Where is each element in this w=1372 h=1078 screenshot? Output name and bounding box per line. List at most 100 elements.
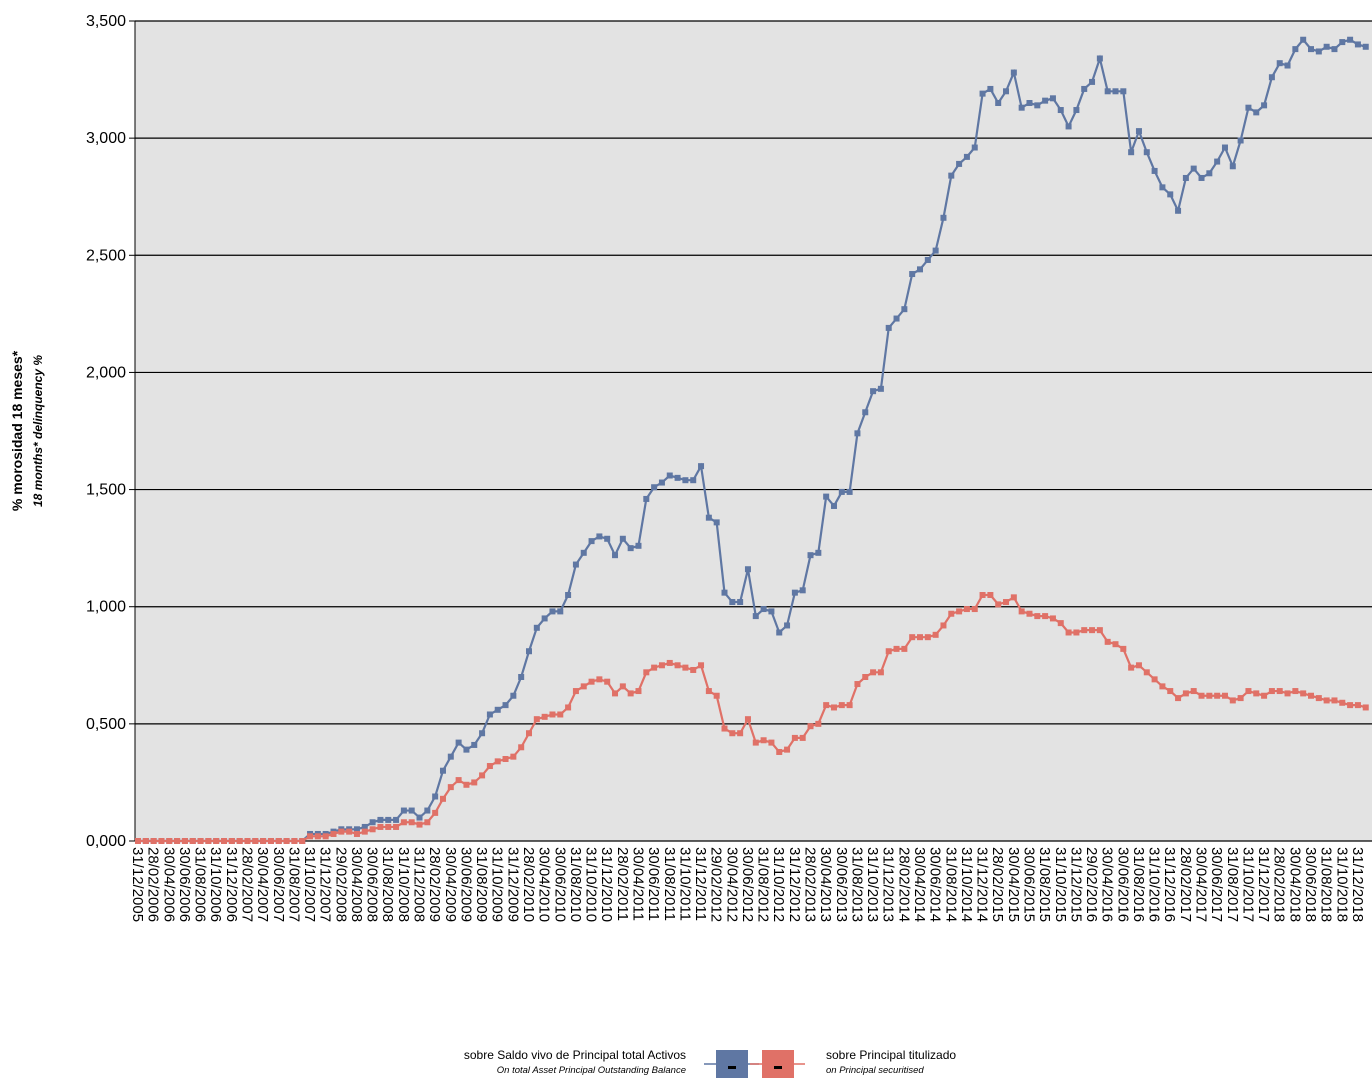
data-point (909, 634, 916, 641)
x-tick-label: 30/04/2014 (911, 847, 928, 922)
data-point (1049, 615, 1056, 622)
x-tick-label: 31/12/2012 (786, 847, 803, 922)
legend-label: sobre Saldo vivo de Principal total Acti… (464, 1048, 686, 1062)
data-point (940, 622, 947, 629)
x-tick-label: 30/06/2016 (1114, 847, 1131, 922)
data-point (932, 631, 939, 638)
x-tick-label: 31/08/2012 (755, 847, 772, 922)
data-point (799, 734, 806, 741)
x-tick-label: 28/02/2017 (1177, 847, 1194, 922)
data-point (275, 838, 282, 844)
data-point (729, 599, 736, 606)
data-point (408, 807, 415, 814)
data-point (252, 838, 259, 844)
x-tick-label: 31/12/2005 (129, 847, 146, 922)
x-tick-label: 31/10/2012 (770, 847, 787, 922)
data-point (1073, 629, 1080, 636)
data-point (135, 838, 141, 844)
data-point (705, 514, 712, 521)
data-point (189, 838, 196, 844)
x-tick-label: 30/04/2007 (254, 847, 271, 922)
data-point (838, 702, 845, 709)
data-point (1198, 692, 1205, 699)
data-point (1347, 36, 1354, 43)
x-tick-label: 28/02/2011 (614, 847, 631, 921)
data-point (1120, 88, 1127, 95)
data-point (244, 838, 251, 844)
data-point (807, 723, 814, 730)
data-point (1237, 137, 1244, 144)
data-point (619, 535, 626, 542)
data-point (917, 266, 923, 273)
data-point (1026, 100, 1033, 106)
data-point (877, 669, 884, 676)
data-point (1034, 102, 1041, 109)
data-point (1300, 36, 1307, 43)
data-point (369, 826, 376, 833)
data-point (385, 816, 392, 823)
data-point (737, 599, 744, 606)
data-point (1151, 167, 1158, 174)
data-point (1120, 645, 1127, 652)
data-point (361, 823, 368, 830)
data-point (463, 781, 470, 788)
data-point (1268, 74, 1275, 81)
data-point (400, 819, 407, 826)
data-point (1081, 627, 1088, 634)
data-point (236, 838, 243, 844)
x-tick-label: 31/10/2006 (207, 847, 224, 922)
data-point (1057, 620, 1064, 627)
data-point (393, 816, 400, 823)
data-point (307, 833, 314, 840)
data-point (776, 748, 783, 755)
y-tick-label: 2,000 (86, 364, 126, 381)
data-point (658, 662, 665, 669)
x-tick-label: 30/04/2009 (442, 847, 459, 922)
data-point (1104, 88, 1111, 95)
x-tick-label: 31/10/2016 (1146, 847, 1163, 922)
data-point (158, 838, 165, 844)
data-point (541, 615, 548, 622)
data-point (1308, 46, 1314, 53)
x-tick-label: 31/08/2016 (1130, 847, 1147, 922)
data-point (1167, 191, 1174, 198)
data-point (1276, 688, 1283, 695)
x-tick-label: 31/08/2018 (1318, 847, 1335, 922)
data-point (580, 549, 587, 556)
data-point (674, 662, 681, 669)
data-point (541, 713, 548, 720)
data-point (377, 823, 384, 830)
x-tick-label: 31/10/2011 (676, 847, 693, 921)
data-point (885, 648, 892, 655)
data-point (901, 306, 908, 313)
data-point (393, 823, 400, 830)
data-point (815, 720, 822, 727)
data-point (721, 589, 728, 596)
x-tick-label: 31/08/2009 (473, 847, 490, 922)
data-point (439, 767, 446, 774)
x-tick-label: 30/04/2011 (629, 847, 646, 921)
data-point (893, 315, 900, 322)
data-point (463, 746, 470, 753)
data-point (1268, 688, 1275, 695)
x-tick-label: 31/08/2008 (379, 847, 396, 922)
data-point (205, 838, 212, 844)
x-tick-label: 31/12/2018 (1349, 847, 1366, 922)
data-point (283, 838, 290, 844)
data-point (588, 538, 595, 545)
data-point (1128, 664, 1135, 671)
x-tick-label: 31/08/2017 (1224, 847, 1241, 922)
data-point (213, 838, 220, 844)
data-point (619, 683, 626, 690)
data-point (987, 85, 994, 92)
data-point (588, 678, 595, 685)
data-point (1167, 688, 1174, 695)
data-point (870, 669, 877, 676)
data-point (369, 819, 376, 826)
data-point (549, 608, 556, 615)
data-point (346, 828, 353, 835)
data-point (838, 488, 845, 495)
data-point (924, 634, 931, 641)
data-point (471, 779, 478, 786)
